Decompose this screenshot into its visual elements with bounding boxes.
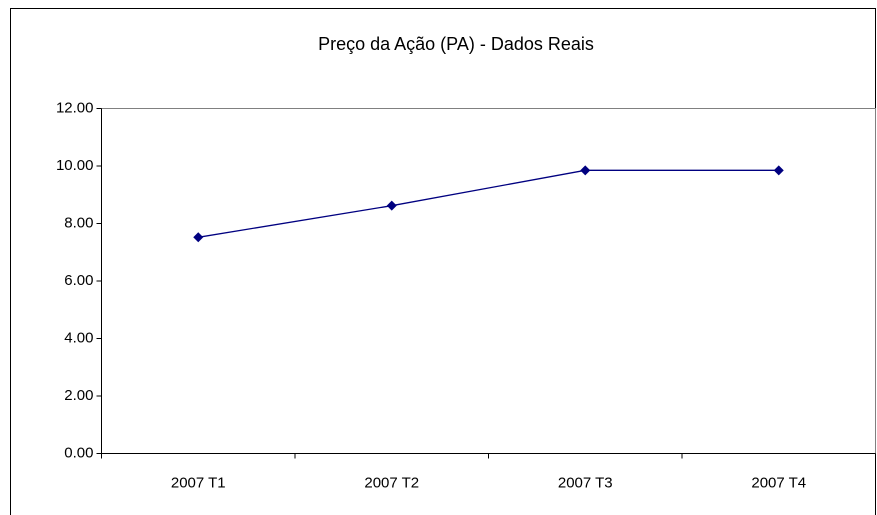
x-tick-label: 2007 T2 [364, 474, 419, 491]
x-tick-label: 2007 T4 [751, 474, 806, 491]
data-point [386, 200, 397, 211]
data-point [580, 165, 591, 176]
y-tick-label: 12.00 [56, 99, 94, 116]
y-tick-label: 2.00 [64, 387, 93, 404]
y-tick-label: 6.00 [64, 272, 93, 289]
y-tick-label: 8.00 [64, 214, 93, 231]
y-tick-label: 4.00 [64, 329, 93, 346]
x-tick-label: 2007 T3 [558, 474, 613, 491]
data-point [193, 232, 204, 243]
y-tick-label: 10.00 [56, 157, 94, 174]
data-point [773, 165, 784, 176]
x-tick-label: 2007 T1 [171, 474, 226, 491]
chart-frame [10, 8, 876, 515]
line-series [198, 169, 779, 238]
y-tick-label: 0.00 [64, 444, 93, 461]
chart-title: Preço da Ação (PA) - Dados Reais [318, 34, 594, 54]
